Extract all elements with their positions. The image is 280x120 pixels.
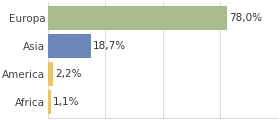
Bar [48,62,53,86]
Bar [48,34,91,58]
Bar [48,6,227,30]
Text: 2,2%: 2,2% [55,69,81,79]
Text: 1,1%: 1,1% [52,97,79,107]
Text: 78,0%: 78,0% [229,13,262,23]
Text: 18,7%: 18,7% [93,41,126,51]
Bar [48,90,50,114]
